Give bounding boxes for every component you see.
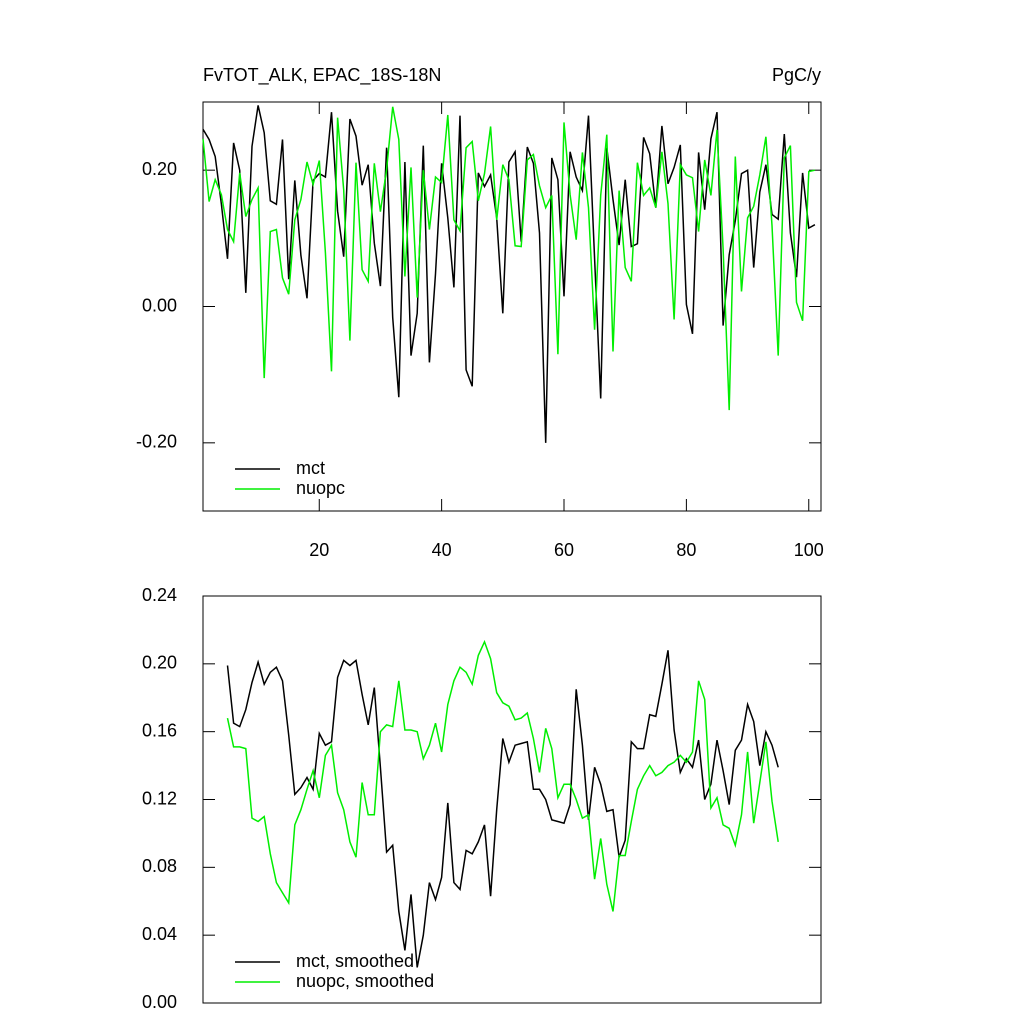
legend-label: nuopc bbox=[296, 478, 345, 498]
y-tick-label: 0.20 bbox=[142, 159, 177, 179]
y-tick-label: 0.08 bbox=[142, 856, 177, 876]
legend-label: nuopc, smoothed bbox=[296, 971, 434, 991]
plot-frame bbox=[202, 101, 822, 512]
y-tick-label: 0.16 bbox=[142, 720, 177, 740]
x-tick-label: 80 bbox=[676, 540, 696, 560]
y-tick-label: 0.20 bbox=[142, 653, 177, 673]
data-line bbox=[202, 106, 816, 411]
y-tick-label: 0.04 bbox=[142, 924, 177, 944]
data-line bbox=[202, 105, 816, 443]
chart-title: FvTOT_ALK, EPAC_18S-18N bbox=[203, 65, 441, 86]
x-tick-label: 20 bbox=[309, 540, 329, 560]
x-tick-label: 60 bbox=[554, 540, 574, 560]
legend-label: mct, smoothed bbox=[296, 951, 414, 971]
data-line bbox=[226, 650, 779, 968]
y-tick-label: -0.20 bbox=[136, 432, 177, 452]
legend-label: mct bbox=[296, 458, 325, 478]
data-line bbox=[226, 639, 779, 912]
y-tick-label: 0.12 bbox=[142, 788, 177, 808]
y-tick-label: 0.00 bbox=[142, 295, 177, 315]
x-tick-label: 100 bbox=[794, 540, 824, 560]
units-label: PgC/y bbox=[772, 65, 821, 85]
y-tick-label: 0.00 bbox=[142, 992, 177, 1012]
x-tick-label: 40 bbox=[432, 540, 452, 560]
y-tick-label: 0.24 bbox=[142, 585, 177, 605]
